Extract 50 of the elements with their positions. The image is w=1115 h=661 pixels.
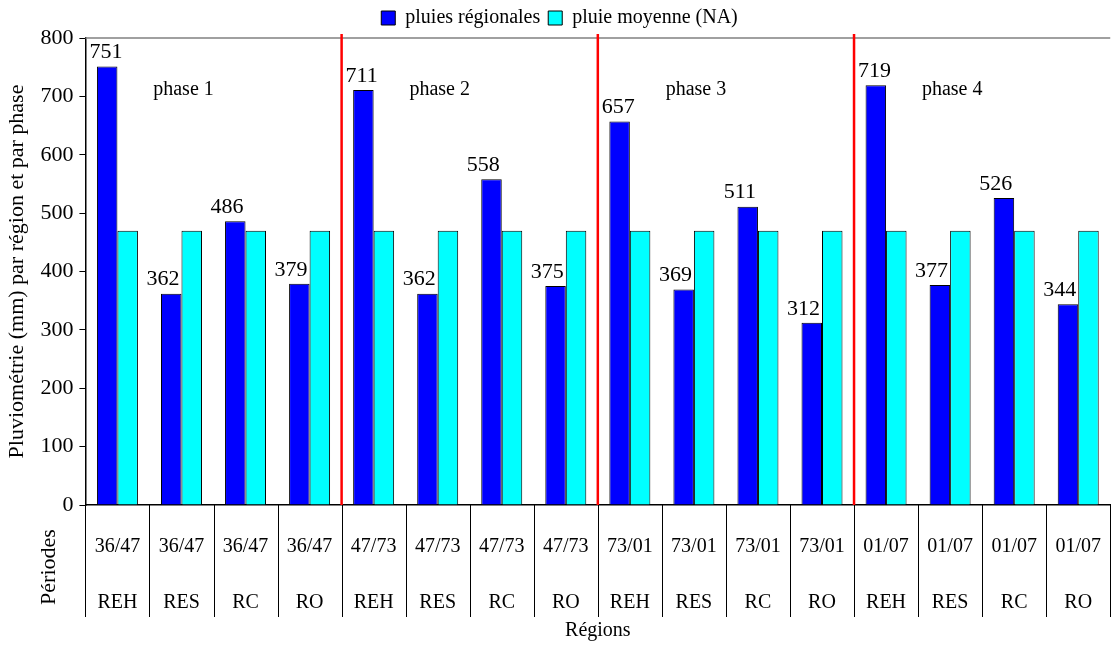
data-label: 377 — [915, 256, 949, 282]
y-tick-label: 800 — [40, 23, 74, 49]
y-tick-label: 500 — [40, 198, 74, 224]
data-label: 526 — [979, 169, 1013, 195]
category-label: 36/47 RES — [158, 534, 205, 613]
y-tick-label: 300 — [40, 315, 74, 341]
category-label: 47/73 REH — [350, 534, 397, 613]
y-tick-label: 700 — [40, 82, 74, 108]
annotation: phase 1 — [153, 77, 214, 101]
data-label: 719 — [858, 57, 892, 83]
category-label: 36/47 REH — [94, 534, 141, 613]
category-label: 47/73 RO — [543, 534, 589, 613]
category-label: 01/07 REH — [863, 534, 909, 613]
data-label: 711 — [345, 61, 378, 87]
legend-label: pluies régionales — [405, 5, 541, 29]
category-label: 73/01 RES — [671, 534, 717, 613]
data-label: 511 — [723, 178, 756, 204]
category-label: 01/07 RO — [1055, 534, 1101, 613]
category-label: 47/73 RES — [414, 534, 461, 613]
data-label: 362 — [146, 265, 180, 291]
annotation: phase 4 — [921, 77, 983, 101]
data-label: 486 — [210, 193, 244, 219]
category-label: 01/07 RC — [991, 534, 1037, 613]
data-label: 375 — [530, 257, 564, 283]
data-label: 362 — [402, 265, 436, 291]
category-label: 73/01 RO — [799, 534, 845, 613]
y-tick-label: 400 — [40, 257, 74, 283]
category-label: 73/01 RC — [735, 534, 781, 613]
annotation: phase 3 — [665, 77, 727, 101]
text: Régions — [565, 618, 631, 642]
y-tick-label: 0 — [62, 490, 74, 516]
y-tick-label: 600 — [40, 140, 74, 166]
data-label: 369 — [658, 261, 692, 287]
data-label: 751 — [89, 38, 123, 64]
data-label: 657 — [601, 93, 635, 119]
category-label: 01/07 RES — [927, 534, 973, 613]
y-axis-title: Pluviométrie (mm) par région et par phase — [2, 84, 28, 459]
data-label: 312 — [787, 294, 821, 320]
text: Périodes — [35, 529, 61, 605]
category-label: 73/01 REH — [607, 534, 653, 613]
data-label: 558 — [466, 151, 500, 177]
y-tick-label: 100 — [40, 432, 74, 458]
category-label: 36/47 RO — [286, 534, 333, 613]
category-label: 36/47 RC — [222, 534, 269, 613]
annotation: phase 2 — [409, 77, 470, 101]
y-tick-label: 200 — [40, 374, 74, 400]
category-label: 47/73 RC — [478, 534, 525, 613]
data-label: 344 — [1043, 275, 1077, 301]
data-label: 379 — [274, 255, 308, 281]
legend-label: pluie moyenne (NA) — [572, 5, 738, 29]
